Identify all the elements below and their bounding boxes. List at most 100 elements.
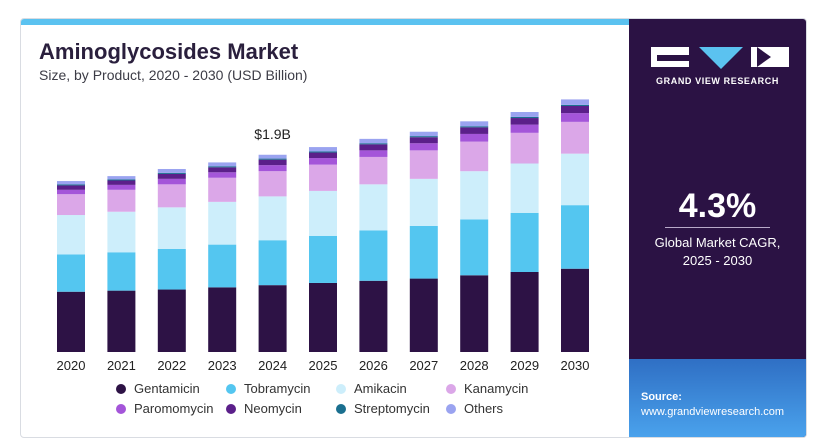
brand-name: GRAND VIEW RESEARCH [656, 76, 779, 86]
bar-segment-paromomycin-2024 [258, 165, 287, 172]
source-panel [629, 359, 806, 437]
bar-segment-amikacin-2020 [57, 215, 85, 255]
bar-segment-amikacin-2022 [157, 207, 186, 249]
bar-segment-kanamycin-2025 [309, 164, 337, 191]
legend-label: Others [464, 401, 504, 416]
bar-segment-paromomycin-2027 [409, 143, 438, 151]
x-tick-label: 2028 [460, 358, 489, 373]
source-title: Source: [641, 391, 682, 403]
bar-segment-amikacin-2028 [460, 171, 489, 220]
bar-segment-streptomycin-2027 [409, 136, 438, 138]
bar-segment-neomycin-2029 [510, 118, 539, 125]
chart-subtitle: Size, by Product, 2020 - 2030 (USD Billi… [39, 67, 308, 83]
bar-segment-neomycin-2022 [157, 173, 186, 179]
legend-item: Streptomycin [336, 401, 430, 416]
bar-segment-others-2027 [409, 131, 438, 137]
legend-label: Paromomycin [134, 401, 214, 416]
x-tick-label: 2027 [409, 358, 438, 373]
bar-segment-amikacin-2027 [409, 178, 438, 226]
bar-segment-paromomycin-2030 [561, 113, 589, 122]
legend-swatch [226, 403, 236, 414]
cagr-label: Global Market CAGR, 2025 - 2030 [629, 234, 806, 270]
legend-item: Others [446, 401, 503, 416]
x-tick-label: 2023 [208, 358, 237, 373]
bar-segment-kanamycin-2021 [107, 189, 136, 212]
bar-segment-paromomycin-2020 [57, 189, 85, 195]
bar-segment-gentamicin-2028 [460, 275, 489, 352]
bar-segment-kanamycin-2023 [208, 177, 237, 202]
bar-segment-amikacin-2023 [208, 201, 237, 245]
bar-segment-others-2020 [57, 181, 85, 185]
bar-segment-streptomycin-2023 [208, 166, 237, 168]
bar-segment-amikacin-2030 [561, 153, 589, 206]
bar-segment-streptomycin-2022 [157, 172, 186, 174]
legend-item: Paromomycin [116, 401, 213, 416]
bar-segment-tobramycin-2023 [208, 244, 237, 288]
bar-segment-kanamycin-2024 [258, 171, 287, 197]
accent-bar [21, 19, 629, 25]
bar-segment-kanamycin-2026 [359, 156, 388, 185]
legend-label: Kanamycin [464, 381, 529, 396]
bar-segment-others-2030 [561, 99, 589, 105]
legend-item: Neomycin [226, 401, 302, 416]
bar-segment-streptomycin-2025 [309, 151, 337, 153]
bar-segment-amikacin-2025 [309, 190, 337, 236]
x-tick-label: 2021 [107, 358, 136, 373]
bar-segment-streptomycin-2024 [258, 158, 287, 160]
report-card: Aminoglycosides Market Size, by Product,… [20, 18, 807, 438]
brand-logo [651, 47, 789, 69]
bar-segment-gentamicin-2029 [510, 272, 539, 352]
bar-segment-gentamicin-2025 [309, 282, 337, 352]
bar-segment-streptomycin-2029 [510, 116, 539, 119]
x-tick-label: 2026 [359, 358, 388, 373]
legend-swatch [116, 403, 126, 414]
bar-segment-others-2022 [157, 168, 186, 173]
bar-segment-neomycin-2028 [460, 127, 489, 134]
legend-item: Tobramycin [226, 381, 310, 396]
legend-label: Neomycin [244, 401, 302, 416]
bar-segment-tobramycin-2024 [258, 240, 287, 286]
bar-segment-amikacin-2029 [510, 163, 539, 213]
bar-segment-kanamycin-2027 [409, 150, 438, 179]
bar-segment-others-2025 [309, 147, 337, 152]
legend-swatch [336, 383, 346, 394]
bar-segment-paromomycin-2023 [208, 172, 237, 178]
x-tick-label: 2025 [309, 358, 338, 373]
legend-label: Gentamicin [134, 381, 200, 396]
bar-segment-neomycin-2020 [57, 185, 85, 190]
bar-segment-others-2028 [460, 121, 489, 127]
legend-swatch [446, 403, 456, 414]
bar-segment-gentamicin-2022 [157, 289, 186, 352]
bar-segment-tobramycin-2025 [309, 235, 337, 283]
chart-title: Aminoglycosides Market [39, 39, 299, 64]
bar-segment-tobramycin-2028 [460, 219, 489, 276]
bar-segment-neomycin-2024 [258, 159, 287, 166]
bar-segment-others-2021 [107, 176, 136, 180]
bar-segment-kanamycin-2022 [157, 184, 186, 208]
bar-segment-neomycin-2026 [359, 144, 388, 151]
bar-segment-gentamicin-2027 [409, 278, 438, 352]
stacked-bar-chart: 2020 2021 2022 2023 2024 $1.9B 2025 2026 2027 202… [57, 99, 589, 373]
legend-label: Streptomycin [354, 401, 430, 416]
bar-segment-kanamycin-2020 [57, 194, 85, 216]
bar-segment-neomycin-2023 [208, 167, 237, 173]
legend-label: Amikacin [354, 381, 407, 396]
sidebar-panel: GRAND VIEW RESEARCH 4.3% Global Market C… [629, 19, 806, 437]
legend-item: Kanamycin [446, 381, 528, 396]
bar-segment-neomycin-2025 [309, 152, 337, 159]
bar-segment-streptomycin-2026 [359, 143, 388, 145]
bar-segment-kanamycin-2029 [510, 132, 539, 164]
bar-segment-amikacin-2024 [258, 196, 287, 241]
legend-label: Tobramycin [244, 381, 311, 396]
legend-swatch [446, 383, 456, 394]
bar-segment-gentamicin-2021 [107, 290, 136, 352]
bar-segment-others-2024 [258, 154, 287, 159]
bar-segment-paromomycin-2026 [359, 150, 388, 157]
bar-segment-tobramycin-2026 [359, 230, 388, 281]
bar-segment-paromomycin-2028 [460, 133, 489, 142]
bar-segment-tobramycin-2020 [57, 254, 85, 292]
bar-annotation: $1.9B [254, 126, 291, 142]
source-link[interactable]: www.grandviewresearch.com [641, 406, 785, 418]
cagr-label-line2: 2025 - 2030 [682, 253, 753, 268]
bar-segment-gentamicin-2026 [359, 280, 388, 352]
